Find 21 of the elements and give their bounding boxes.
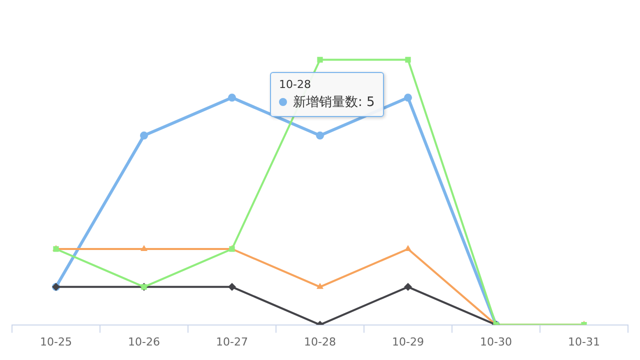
point	[404, 94, 412, 102]
point	[316, 282, 324, 289]
point	[404, 245, 412, 251]
annotation: : 5	[358, 94, 375, 110]
point	[405, 56, 411, 63]
x-tick-label: 10-30	[480, 335, 512, 348]
point	[140, 132, 148, 140]
x-tick-label: 10-26	[128, 335, 160, 348]
point	[228, 282, 236, 291]
legend-label: 新增销量数	[293, 94, 358, 111]
point	[228, 94, 236, 102]
point	[404, 282, 412, 291]
point	[316, 132, 324, 140]
annotation: 10-28	[279, 78, 312, 91]
x-tick-label: 10-25	[40, 335, 72, 348]
x-tick-label: 10-27	[216, 335, 248, 348]
point	[317, 56, 323, 63]
x-tick-label: 10-28	[304, 335, 336, 348]
x-tick-label: 10-29	[392, 335, 424, 348]
x-tick-label: 10-31	[568, 335, 600, 348]
point	[140, 245, 148, 251]
